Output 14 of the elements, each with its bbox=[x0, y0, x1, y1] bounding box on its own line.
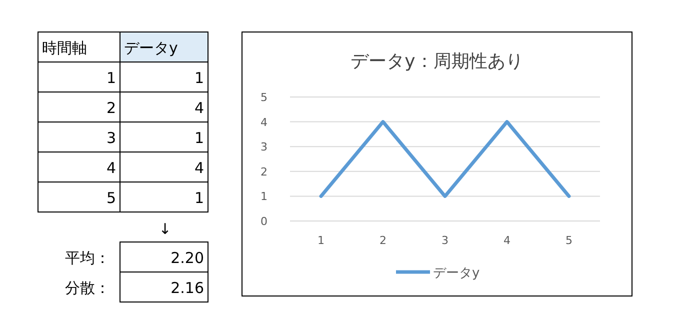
value-table: 時間軸 データy 1 1 2 4 3 1 4 4 5 1 ↓ 平均： 2.20 分散： 2.16 bbox=[38, 32, 208, 302]
x-tick-label: 1 bbox=[318, 234, 324, 247]
y-tick-label: 1 bbox=[260, 190, 268, 204]
x-tick-label: 4 bbox=[504, 234, 510, 247]
x-tick-label: 5 bbox=[566, 234, 572, 247]
legend-label: データy bbox=[433, 266, 480, 281]
chart-title: データy：周期性あり bbox=[350, 51, 524, 72]
y-tick-label: 2 bbox=[260, 165, 268, 178]
y-tick-label: 5 bbox=[260, 91, 268, 104]
y-tick-label: 0 bbox=[260, 215, 268, 228]
x-tick-label: 3 bbox=[442, 234, 448, 247]
y-tick-label: 4 bbox=[260, 116, 268, 129]
y-tick-label: 3 bbox=[260, 140, 268, 154]
x-tick-label: 2 bbox=[380, 234, 386, 247]
